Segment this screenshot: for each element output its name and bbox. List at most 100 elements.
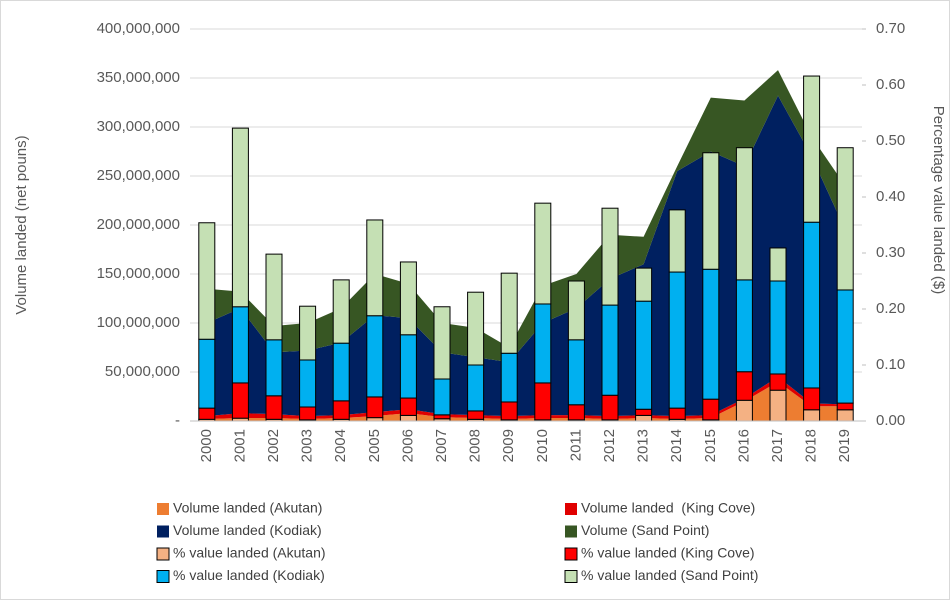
x-tick-label: 2018 — [803, 429, 820, 462]
legend: Volume landed (Akutan) Volume landed (Kin… — [156, 500, 758, 583]
bar — [836, 402, 854, 411]
bar — [467, 410, 485, 420]
bar — [567, 280, 585, 341]
y-tick-label: 350,000,000 — [97, 69, 180, 86]
x-tick-label: 2017 — [769, 429, 786, 462]
y2-tick-label: 0.00 — [876, 412, 905, 429]
bar — [399, 414, 417, 422]
legend-swatch — [157, 503, 169, 515]
bar — [803, 409, 821, 422]
legend-swatch — [564, 547, 578, 561]
y2-tick-label: 0.60 — [876, 76, 905, 93]
y-tick-label: - — [175, 412, 180, 429]
bar — [567, 339, 585, 406]
bar — [500, 352, 518, 403]
legend-label: % value landed (Akutan) — [173, 545, 326, 561]
bar — [668, 407, 686, 420]
bar — [467, 364, 485, 412]
bar — [803, 387, 821, 411]
bar — [332, 400, 350, 420]
legend-label: Volume landed (Akutan) — [173, 500, 322, 516]
legend-swatch — [565, 503, 577, 515]
bar — [769, 247, 787, 282]
bar — [735, 371, 753, 401]
bar — [702, 398, 720, 421]
bar — [265, 253, 283, 341]
bar — [500, 272, 518, 354]
bar — [299, 305, 317, 361]
bar — [601, 394, 619, 421]
legend-label: % value landed (Sand Point) — [581, 567, 758, 583]
bar — [433, 414, 451, 420]
bar — [265, 339, 283, 397]
x-tick-label: 2016 — [735, 429, 752, 462]
bar — [231, 127, 249, 308]
x-tick-label: 2004 — [332, 429, 349, 462]
legend-label: Volume landed (King Cove) — [581, 500, 755, 516]
bar — [803, 221, 821, 389]
bar — [299, 359, 317, 408]
x-tick-label: 2011 — [567, 429, 584, 461]
x-tick-label: 2001 — [231, 429, 248, 462]
legend-label: % value landed (Kodiak) — [173, 567, 325, 583]
bar — [366, 315, 384, 398]
bar — [668, 271, 686, 409]
x-tick-label: 2014 — [668, 429, 685, 462]
x-tick-label: 2005 — [366, 429, 383, 462]
legend-swatch — [565, 525, 577, 538]
x-tick-label: 2006 — [399, 429, 416, 462]
bar — [702, 152, 720, 270]
bar — [836, 289, 854, 404]
x-tick-label: 2019 — [836, 429, 853, 462]
bar — [769, 280, 787, 375]
x-tick-label: 2003 — [299, 429, 316, 462]
bar — [366, 396, 384, 419]
bar — [332, 342, 350, 402]
bar — [399, 397, 417, 416]
bar — [534, 303, 552, 384]
y2-tick-label: 0.30 — [876, 244, 905, 261]
bar — [399, 261, 417, 336]
bar — [735, 399, 753, 422]
bar — [433, 378, 451, 416]
bar — [803, 75, 821, 223]
y-axis-title: Volume landed (net pouns) — [13, 135, 30, 314]
y-tick-label: 150,000,000 — [97, 265, 180, 282]
y2-tick-label: 0.70 — [876, 20, 905, 37]
x-tick-label: 2012 — [601, 429, 618, 462]
bar — [366, 417, 384, 422]
legend-label: Volume landed (Kodiak) — [173, 522, 322, 538]
bar — [198, 222, 216, 340]
bar — [567, 404, 585, 421]
legend-swatch — [564, 570, 578, 583]
x-tick-label: 2000 — [198, 429, 215, 462]
legend-label: Volume (Sand Point) — [581, 522, 709, 538]
bar — [433, 306, 451, 380]
x-tick-label: 2008 — [467, 429, 484, 462]
bar — [231, 382, 249, 419]
y2-tick-label: 0.40 — [876, 188, 905, 205]
x-tick-label: 2007 — [433, 429, 450, 462]
bar — [534, 202, 552, 305]
bar — [836, 409, 854, 422]
bar — [769, 389, 787, 422]
legend-swatch — [156, 570, 170, 583]
legend-swatch — [156, 547, 170, 561]
y-tick-label: 100,000,000 — [97, 314, 180, 331]
y2-tick-label: 0.50 — [876, 132, 905, 149]
bar — [399, 334, 417, 399]
y-tick-label: 300,000,000 — [97, 118, 180, 135]
bar — [836, 147, 854, 291]
bar — [769, 373, 787, 391]
bar — [735, 279, 753, 373]
bar — [668, 209, 686, 273]
bar — [735, 147, 753, 281]
bar — [265, 395, 283, 420]
bar — [366, 219, 384, 317]
bar — [198, 407, 216, 420]
bar — [500, 401, 518, 421]
x-tick-label: 2002 — [265, 429, 282, 462]
y-tick-label: 50,000,000 — [105, 363, 180, 380]
y-tick-label: 250,000,000 — [97, 167, 180, 184]
bar — [635, 408, 653, 416]
